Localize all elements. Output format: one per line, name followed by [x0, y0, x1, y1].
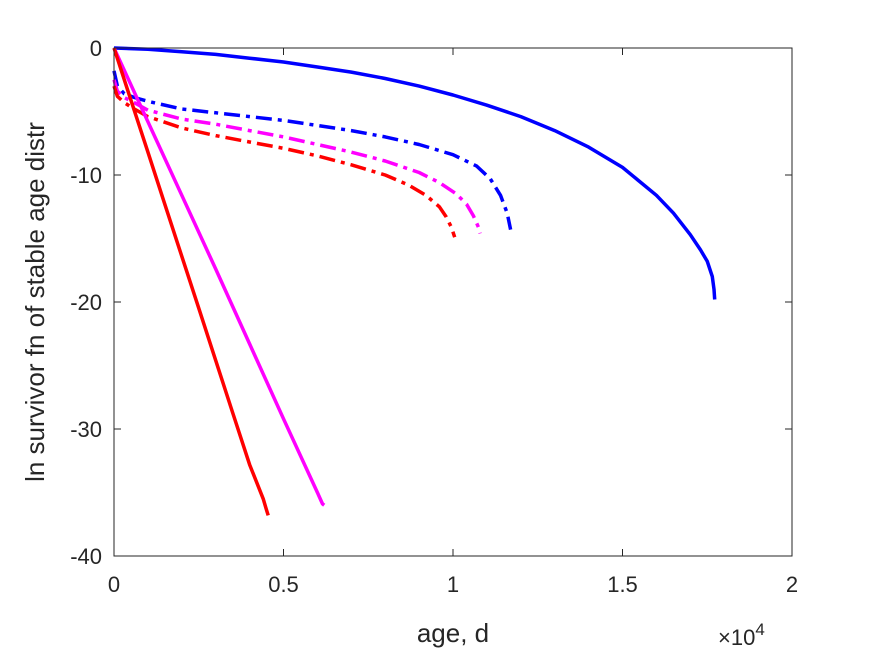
x-axis-exponent: ×104 [718, 620, 765, 650]
series-line-1 [113, 46, 717, 300]
series-line-5 [112, 47, 326, 507]
series-line-3 [112, 79, 482, 234]
plot-area [114, 48, 792, 556]
series-line-2 [112, 70, 513, 230]
x-tick-label: 2 [786, 572, 798, 597]
x-axis-exponent-power: 4 [755, 620, 764, 639]
y-tick-label: -30 [70, 417, 102, 442]
tick-layer: 0 0.5 1 1.5 2 -40 -30 -20 -10 0 [70, 36, 798, 597]
y-tick-label: -40 [70, 544, 102, 569]
x-axis-label: age, d [417, 618, 489, 648]
y-tick-label: 0 [90, 36, 102, 61]
x-tick-label: 0 [108, 572, 120, 597]
x-tick-label: 0.5 [268, 572, 299, 597]
y-tick-label: -20 [70, 290, 102, 315]
series-line-4 [112, 85, 457, 238]
y-axis-label: ln survivor fn of stable age distr [20, 122, 50, 482]
series-layer [112, 46, 717, 516]
y-tick-label: -10 [70, 163, 102, 188]
series-line-6 [112, 47, 270, 516]
x-tick-label: 1.5 [607, 572, 638, 597]
x-tick-label: 1 [447, 572, 459, 597]
x-axis-exponent-base: ×10 [718, 625, 755, 650]
